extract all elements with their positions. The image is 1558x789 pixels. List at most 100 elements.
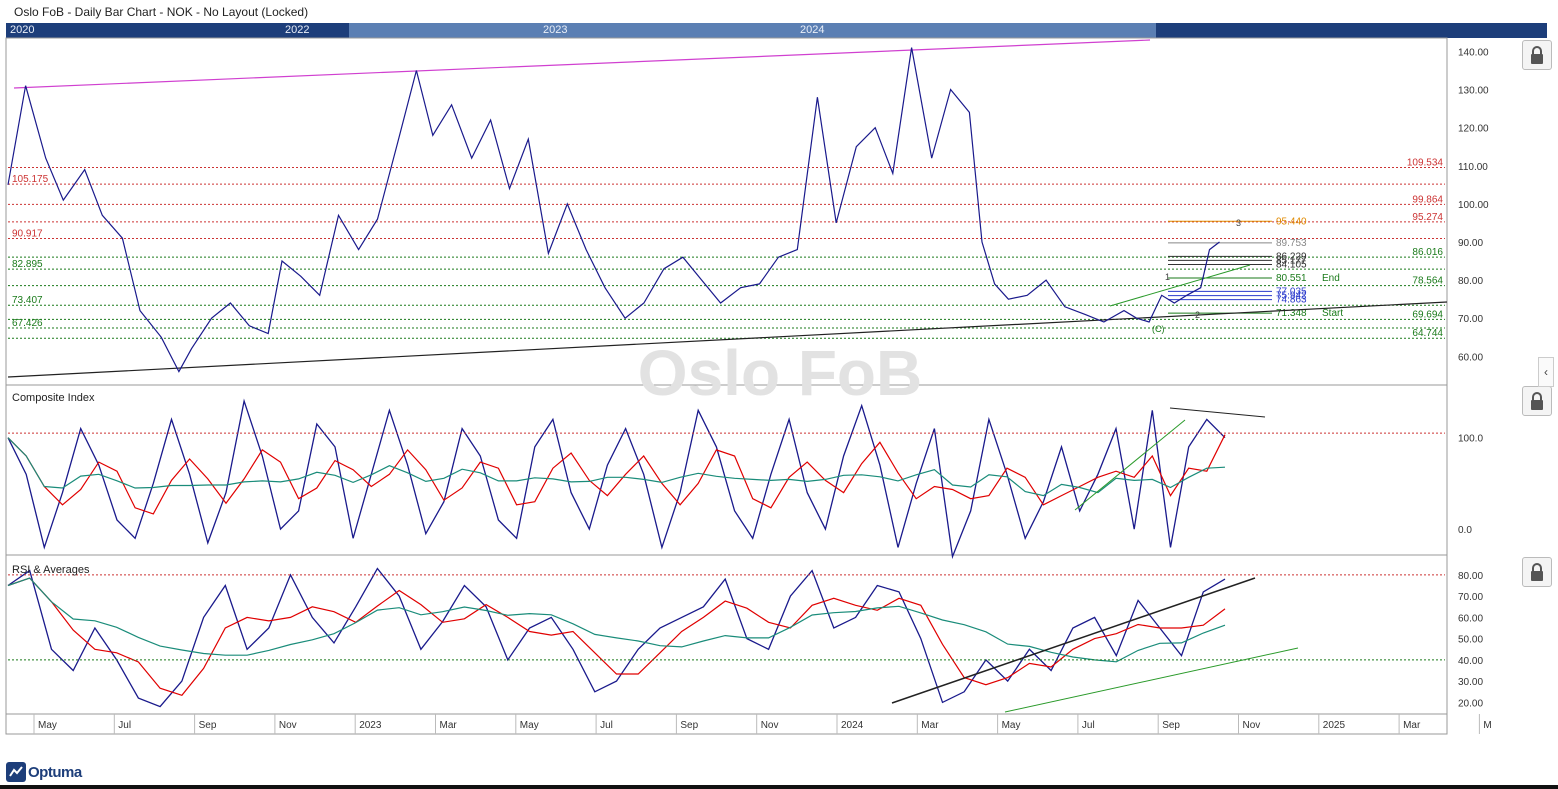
xaxis-tick-label: Nov	[1243, 720, 1261, 731]
composite-trend-line	[1074, 419, 1186, 511]
projection-label: 89.753	[1276, 238, 1307, 249]
xaxis-tick-label: Jul	[118, 720, 131, 731]
composite-ytick-label: 0.0	[1458, 525, 1472, 536]
price-ytick-label: 80.00	[1458, 276, 1483, 287]
price-ytick-label: 140.00	[1458, 47, 1489, 58]
price-level-label: 67.426	[12, 318, 43, 329]
overview-year-label: 2023	[543, 24, 568, 36]
price-ytick-label: 60.00	[1458, 352, 1483, 363]
wave-count-label: 1	[1165, 272, 1170, 282]
rsi-slow-average-line	[7, 577, 1226, 663]
composite-series-line	[7, 398, 1226, 560]
projection-label: 86.229	[1276, 251, 1307, 262]
xaxis-tick-label: 2023	[359, 720, 382, 731]
optuma-logo: Optuma	[6, 762, 82, 782]
xaxis-tick-label: 2024	[841, 720, 864, 731]
rsi-panel-title: RSI & Averages	[12, 564, 90, 576]
rsi-ytick-label: 40.00	[1458, 656, 1483, 667]
rsi-ytick-label: 60.00	[1458, 613, 1483, 624]
price-level-label: 82.895	[12, 259, 43, 270]
projection-label: 95.440	[1276, 216, 1307, 227]
window-titlebar: Oslo FoB - Daily Bar Chart - NOK - No La…	[0, 0, 1558, 22]
xaxis-tick-label: May	[1002, 720, 1021, 731]
rsi-series-line	[7, 567, 1226, 708]
lock-icon	[1531, 392, 1543, 410]
projection-label: 85.177	[1276, 255, 1307, 266]
overview-year-label: 2020	[10, 24, 35, 36]
xaxis-tick-label: Sep	[1162, 720, 1180, 731]
price-level-label: 99.864	[1412, 194, 1443, 205]
lock-icon	[1531, 563, 1543, 581]
composite-divergence-line	[1169, 407, 1266, 418]
resistance-trendline	[13, 39, 1151, 89]
xaxis-tick-label: M	[1483, 720, 1491, 731]
projection-label: 80.551	[1276, 273, 1307, 284]
price-ytick-label: 100.00	[1458, 200, 1489, 211]
composite-slow-average-line	[7, 437, 1226, 497]
price-ytick-label: 90.00	[1458, 238, 1483, 249]
projection-label: 75.942	[1276, 291, 1307, 302]
rsi-ytick-label: 20.00	[1458, 698, 1483, 709]
channel-trendline	[1109, 264, 1251, 307]
price-level-label: 69.694	[1412, 309, 1443, 320]
price-level-label: 105.175	[12, 174, 49, 185]
window-title: Oslo FoB - Daily Bar Chart - NOK - No La…	[14, 5, 309, 19]
xaxis-tick-label: May	[38, 720, 57, 731]
xaxis-tick-label: Sep	[680, 720, 698, 731]
xaxis-tick-label: Mar	[440, 720, 458, 731]
projection-label: 77.035	[1276, 286, 1307, 297]
rsi-panel-lock-button[interactable]	[1522, 557, 1552, 587]
rsi-ytick-label: 50.00	[1458, 635, 1483, 646]
support-trendline	[7, 301, 1448, 378]
xaxis-tick-label: Nov	[761, 720, 779, 731]
rsi-ytick-label: 30.00	[1458, 677, 1483, 688]
lock-icon	[1531, 46, 1543, 64]
xaxis-tick-label: 2025	[1323, 720, 1346, 731]
composite-ytick-label: 100.0	[1458, 434, 1483, 445]
overview-year-label: 2024	[800, 24, 825, 36]
projection-label: 84.105	[1276, 259, 1307, 270]
projection-label: 74.863	[1276, 295, 1307, 306]
price-level-label: 64.744	[1412, 328, 1443, 339]
wave-count-label: 3	[1236, 218, 1241, 228]
watermark: Oslo FoB	[638, 337, 922, 409]
chevron-left-icon: ‹	[1544, 365, 1548, 379]
xaxis-tick-label: Jul	[1082, 720, 1095, 731]
composite-panel-lock-button[interactable]	[1522, 386, 1552, 416]
projection-label: 71.348	[1276, 308, 1307, 319]
xaxis-tick-label: Sep	[199, 720, 217, 731]
xaxis-tick-label: Jul	[600, 720, 613, 731]
price-level-label: 90.917	[12, 228, 43, 239]
rsi-fast-average-line	[7, 577, 1226, 696]
overview-scroller[interactable]: 2020 2022 2023 2024	[6, 23, 1547, 38]
price-ytick-label: 110.00	[1458, 162, 1488, 173]
wave-count-label: (C)	[1152, 324, 1165, 334]
price-level-label: 109.534	[1407, 158, 1444, 169]
price-level-label: 73.407	[12, 295, 43, 306]
price-panel-lock-button[interactable]	[1522, 40, 1552, 70]
start-mark-label: Start	[1322, 308, 1343, 319]
optuma-logo-icon	[6, 762, 26, 782]
price-level-label: 95.274	[1412, 212, 1443, 223]
price-ytick-label: 120.00	[1458, 124, 1489, 135]
xaxis-tick-label: Mar	[921, 720, 939, 731]
xaxis-tick-label: May	[520, 720, 539, 731]
bottom-border	[0, 785, 1558, 789]
rsi-ytick-label: 80.00	[1458, 571, 1483, 582]
end-mark-label: End	[1322, 273, 1340, 284]
overview-visible-window[interactable]	[349, 23, 1156, 38]
overview-year-label: 2022	[285, 24, 310, 36]
brand-name: Optuma	[28, 763, 82, 781]
xaxis-tick-label: Nov	[279, 720, 297, 731]
price-ytick-label: 130.00	[1458, 86, 1489, 97]
collapse-sidebar-button[interactable]: ‹	[1538, 357, 1554, 387]
price-level-label: 78.564	[1412, 276, 1443, 287]
price-series-line	[7, 47, 1220, 373]
composite-panel-title: Composite Index	[12, 392, 95, 404]
composite-fast-average-line	[7, 434, 1226, 515]
wave-count-label: 2	[1195, 310, 1200, 320]
price-level-label: 86.016	[1412, 247, 1443, 258]
xaxis-tick-label: Mar	[1403, 720, 1421, 731]
rsi-ytick-label: 70.00	[1458, 592, 1483, 603]
